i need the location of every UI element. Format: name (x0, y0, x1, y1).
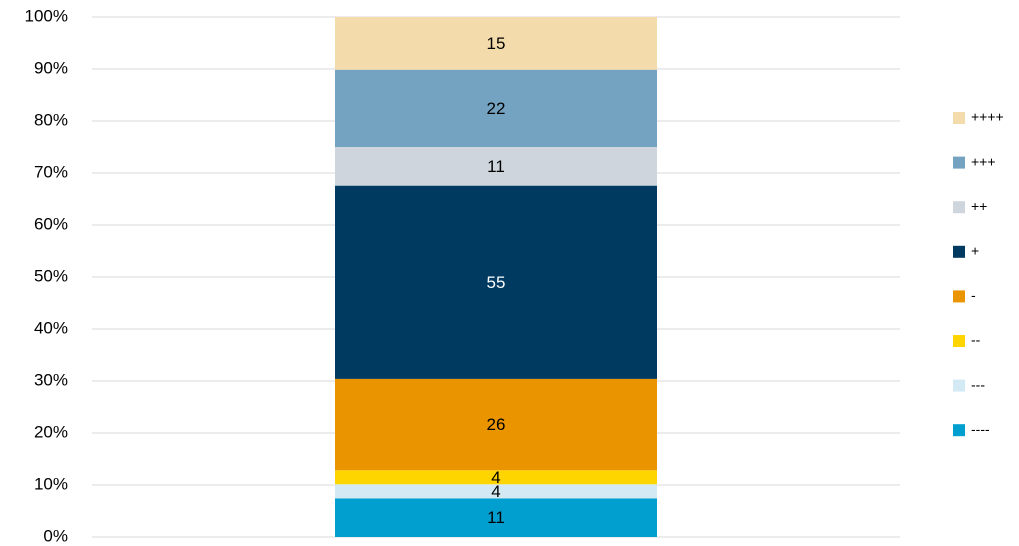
data-label: 26 (487, 415, 506, 434)
bar-segment (335, 17, 657, 70)
y-tick-label: 80% (34, 110, 68, 129)
legend-label: --- (971, 376, 985, 392)
y-tick-label: 0% (43, 526, 68, 545)
legend-label: ---- (971, 421, 990, 437)
legend-swatch (953, 201, 965, 214)
y-tick-label: 70% (34, 162, 68, 181)
data-label: 11 (487, 157, 505, 176)
legend-label: - (971, 287, 976, 303)
legend-swatch (953, 379, 965, 392)
data-label: 4 (491, 482, 500, 501)
bar-segment (335, 378, 657, 471)
bar-segment (335, 69, 657, 147)
legend-label: +++ (971, 153, 996, 169)
bar-segment (335, 470, 657, 485)
legend-label: + (971, 243, 979, 259)
data-label: 22 (487, 99, 506, 118)
y-tick-label: 40% (34, 318, 68, 337)
legend-swatch (953, 290, 965, 303)
legend-swatch (953, 335, 965, 347)
legend-swatch (953, 424, 965, 437)
y-tick-label: 50% (34, 266, 68, 285)
bar-segment (335, 147, 657, 186)
legend-swatch (953, 112, 965, 124)
y-tick-label: 90% (34, 58, 68, 77)
legend-label: ++ (971, 198, 987, 214)
data-label: 4 (491, 468, 500, 487)
y-tick-label: 30% (34, 370, 68, 389)
y-tick-label: 20% (34, 422, 68, 441)
y-tick-label: 10% (34, 474, 68, 493)
legend-label: -- (971, 332, 981, 348)
legend-swatch (953, 156, 965, 169)
bar-segment (335, 185, 657, 379)
y-tick-label: 60% (34, 214, 68, 233)
legend-swatch (953, 245, 965, 258)
data-label: 55 (487, 273, 506, 292)
y-tick-label: 100% (25, 6, 68, 25)
bar-segment (335, 484, 657, 499)
data-label: 11 (487, 508, 505, 527)
data-label: 15 (487, 34, 506, 53)
legend-label: ++++ (971, 109, 1004, 125)
bar-segment (335, 498, 657, 537)
